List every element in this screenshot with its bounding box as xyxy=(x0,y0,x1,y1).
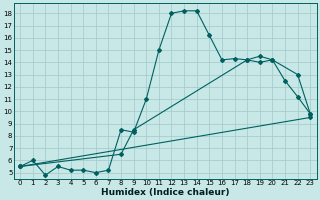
X-axis label: Humidex (Indice chaleur): Humidex (Indice chaleur) xyxy=(101,188,229,197)
